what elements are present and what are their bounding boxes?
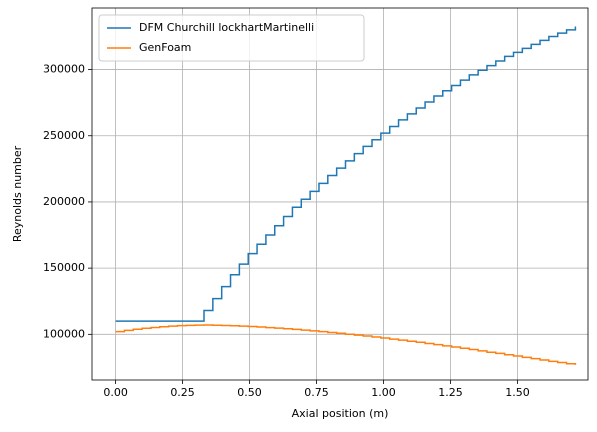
legend-label: DFM Churchill lockhartMartinelli bbox=[139, 21, 314, 34]
series-line bbox=[115, 324, 577, 365]
x-axis-label: Axial position (m) bbox=[292, 407, 389, 420]
y-tick-label: 200000 bbox=[43, 195, 85, 208]
x-tick-label: 0.50 bbox=[237, 386, 262, 399]
y-axis-label: Reynolds number bbox=[11, 145, 24, 242]
y-tick-label: 100000 bbox=[43, 327, 85, 340]
legend-label: GenFoam bbox=[139, 41, 191, 54]
x-tick-label: 0.25 bbox=[170, 386, 195, 399]
x-tick-label: 1.50 bbox=[505, 386, 530, 399]
legend-box bbox=[98, 14, 365, 62]
x-tick-label: 0.00 bbox=[103, 386, 128, 399]
y-tick-label: 150000 bbox=[43, 261, 85, 274]
plot-frame bbox=[91, 7, 589, 381]
x-tick-label: 1.00 bbox=[371, 386, 396, 399]
series-line bbox=[115, 26, 577, 322]
x-tick-label: 1.25 bbox=[438, 386, 463, 399]
x-tick-label: 0.75 bbox=[304, 386, 329, 399]
y-tick-label: 250000 bbox=[43, 129, 85, 142]
y-tick-label: 300000 bbox=[43, 63, 85, 76]
